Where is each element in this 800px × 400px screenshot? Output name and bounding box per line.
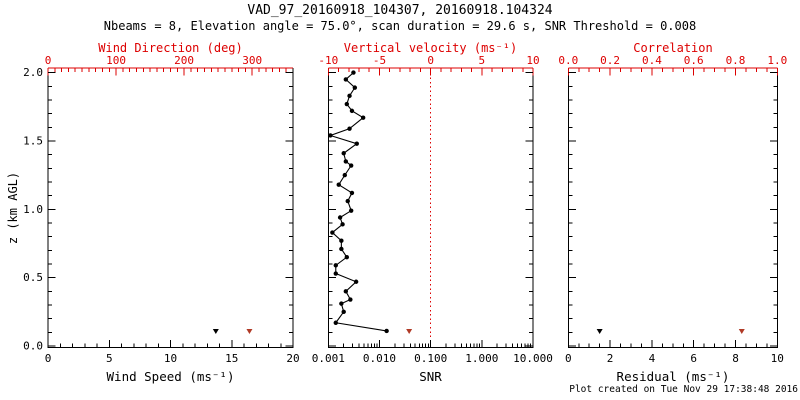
snr-profile-point: [347, 93, 352, 99]
axis-title-snr: SNR: [419, 369, 442, 384]
x-top-tick-label: -5: [373, 54, 386, 67]
x-top-tick-label: 0.8: [726, 54, 746, 67]
x-bottom-tick-label: 1.000: [465, 352, 498, 365]
x-bottom-tick-label: 6: [690, 352, 697, 365]
x-bottom-tick-label: 10: [164, 352, 177, 365]
snr-profile-point: [337, 215, 343, 220]
snr-profile-point: [349, 190, 355, 196]
axis-title-residual: Residual (ms⁻¹): [616, 369, 730, 384]
snr-profile-point: [360, 115, 366, 120]
x-top-tick-label: 1.0: [767, 54, 787, 67]
snr-profile-point: [349, 108, 355, 114]
y-tick-label: 1.5: [23, 134, 43, 147]
snr-profile-point: [341, 309, 346, 315]
x-bottom-tick-label: 5: [106, 352, 113, 365]
x-top-tick-label: 10: [526, 54, 539, 67]
x-top-tick-label: 200: [174, 54, 194, 67]
x-top-tick-label: 0.4: [642, 54, 662, 67]
snr-profile-point: [339, 301, 344, 306]
x-top-tick-label: 0: [45, 54, 52, 67]
vertical-velocity-marker: [406, 328, 413, 334]
snr-profile-point: [353, 279, 359, 284]
x-top-tick-label: 0.6: [684, 54, 704, 67]
snr-profile-line: [328, 72, 387, 332]
snr-profile-point: [352, 85, 358, 90]
snr-profile-point: [330, 230, 335, 235]
x-bottom-tick-label: 0.100: [414, 352, 447, 365]
axis-title-wind-direction: Wind Direction (deg): [98, 41, 243, 55]
snr-profile-point: [343, 289, 349, 294]
snr-profile-point: [343, 77, 349, 82]
snr-profile-point: [344, 254, 350, 260]
x-bottom-tick-label: 4: [649, 352, 656, 365]
snr-profile-point: [384, 328, 389, 334]
snr-profile-point: [348, 163, 354, 168]
plot-subtitle: Nbeams = 8, Elevation angle = 75.0°, sca…: [103, 19, 697, 33]
snr-profile-point: [354, 141, 359, 146]
snr-profile-point: [341, 151, 346, 156]
x-bottom-tick-label: 8: [732, 352, 739, 365]
x-bottom-tick-label: 20: [286, 352, 299, 365]
x-top-tick-label: 300: [242, 54, 262, 67]
snr-profile-point: [345, 198, 350, 204]
x-top-tick-label: 0.2: [600, 54, 620, 67]
snr-profile-point: [347, 126, 352, 131]
x-top-tick-label: 0.0: [558, 54, 578, 67]
axis-title-vertical-velocity: Vertical velocity (ms⁻¹): [343, 41, 518, 55]
x-bottom-tick-label: 2: [607, 352, 614, 365]
x-bottom-tick-label: 0: [45, 352, 52, 365]
x-bottom-tick-label: 10: [771, 352, 784, 365]
wind-speed-marker: [212, 328, 219, 334]
x-bottom-tick-label: 10.000: [513, 352, 553, 365]
snr-profile-point: [344, 101, 350, 107]
snr-profile-point: [333, 271, 338, 276]
correlation-marker: [738, 328, 745, 334]
snr-profile-point: [339, 238, 344, 243]
axis-title-height: z (km AGL): [6, 171, 20, 245]
x-top-tick-label: 5: [479, 54, 486, 67]
x-top-tick-label: -10: [318, 54, 338, 67]
plot-title: VAD_97_20160918_104307, 20160918.104324: [247, 3, 553, 18]
snr-profile-point: [333, 320, 338, 325]
x-bottom-tick-label: 15: [225, 352, 238, 365]
residual-marker: [596, 328, 603, 334]
x-top-tick-label: 100: [106, 54, 126, 67]
x-bottom-tick-label: 0.010: [363, 352, 396, 365]
snr-profile-point: [342, 172, 347, 178]
x-bottom-tick-label: 0.001: [312, 352, 345, 365]
y-tick-label: 0.0: [23, 340, 43, 353]
panel-frame: [567, 68, 778, 348]
snr-profile-point: [348, 297, 353, 302]
wind-direction-marker: [246, 328, 253, 334]
y-tick-label: 0.5: [23, 271, 43, 284]
y-tick-label: 2.0: [23, 66, 43, 79]
snr-profile-point: [339, 246, 344, 252]
axis-title-correlation: Correlation: [633, 41, 713, 55]
snr-profile-point: [328, 133, 333, 138]
x-bottom-tick-label: 0: [565, 352, 572, 365]
snr-profile-point: [340, 222, 345, 227]
y-tick-label: 1.0: [23, 203, 43, 216]
axis-title-wind-speed: Wind Speed (ms⁻¹): [106, 369, 235, 384]
snr-profile-point: [336, 182, 341, 187]
panel-frame: [47, 68, 294, 348]
snr-profile-point: [343, 159, 349, 164]
snr-profile-point: [333, 263, 338, 268]
plot-created-timestamp: Plot created on Tue Nov 29 17:38:48 2016: [569, 384, 798, 395]
x-top-tick-label: 0: [427, 54, 434, 67]
snr-profile-point: [348, 208, 354, 213]
snr-profile-point: [351, 70, 356, 75]
